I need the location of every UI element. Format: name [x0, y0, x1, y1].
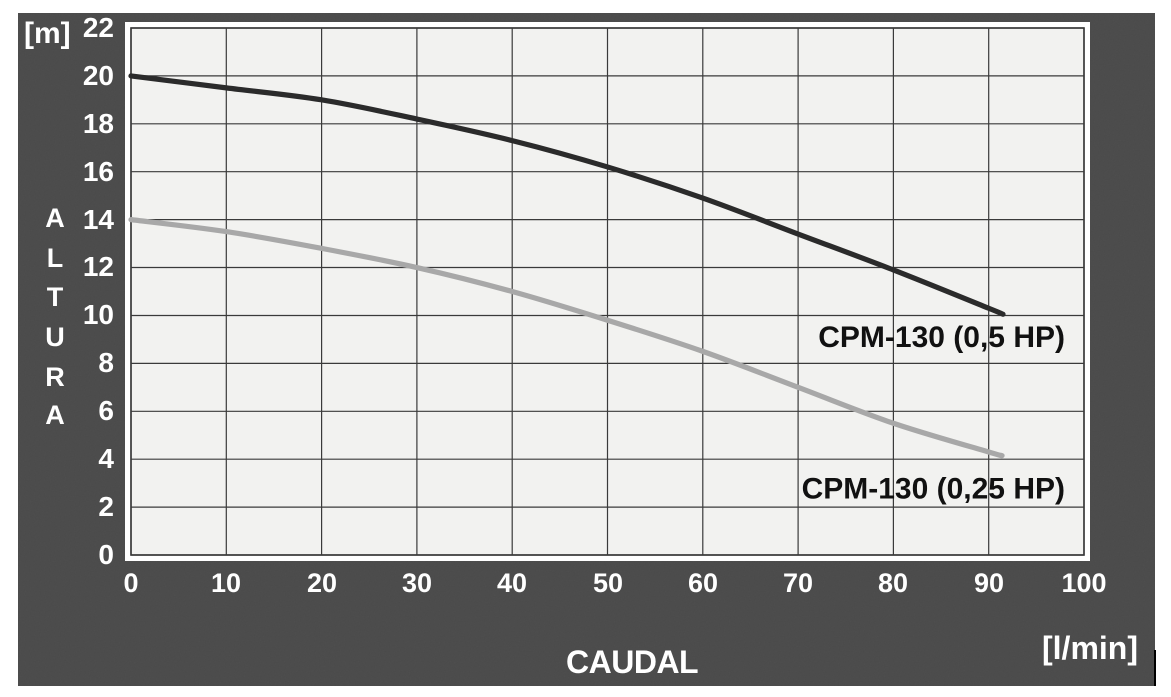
svg-text:CPM-130 (0,5 HP): CPM-130 (0,5 HP) — [818, 321, 1065, 354]
svg-text:CPM-130 (0,25 HP): CPM-130 (0,25 HP) — [802, 473, 1065, 506]
